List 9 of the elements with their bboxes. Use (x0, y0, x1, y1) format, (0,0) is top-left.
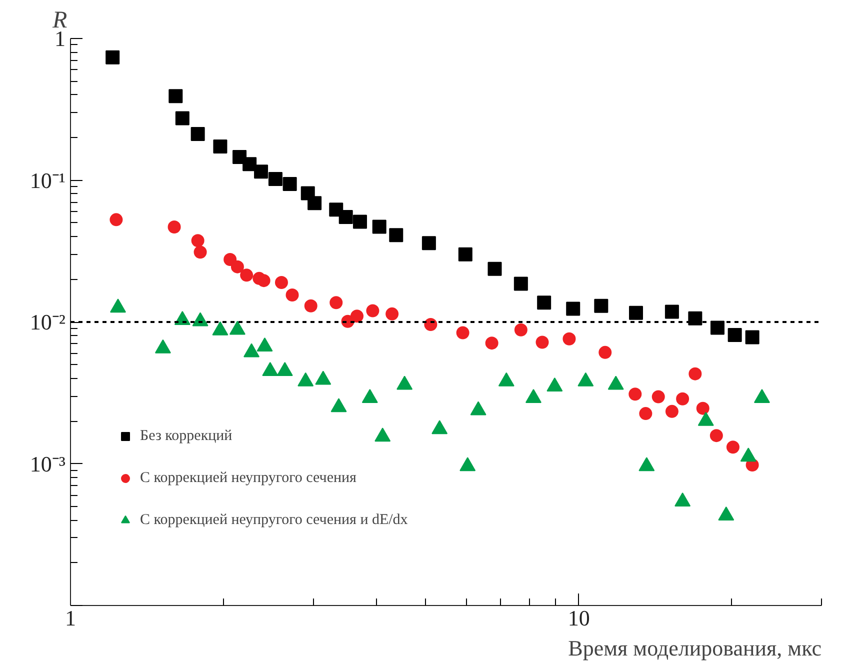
x-tick-label: 10 (568, 606, 590, 630)
y-tick-label: 10⁻² (30, 310, 66, 334)
x-axis-title: Время моделирования, мкс (568, 636, 822, 660)
y-tick-label: 10⁻³ (30, 451, 66, 476)
y-tick-label: 10⁻¹ (30, 168, 66, 193)
legend-label: С коррекцией неупругого сечения и dE/dx (140, 512, 408, 528)
legend-label: Без коррекций (140, 428, 232, 444)
legend-label: С коррекцией неупругого сечения (140, 470, 356, 486)
y-tick-label: 1 (54, 26, 66, 51)
